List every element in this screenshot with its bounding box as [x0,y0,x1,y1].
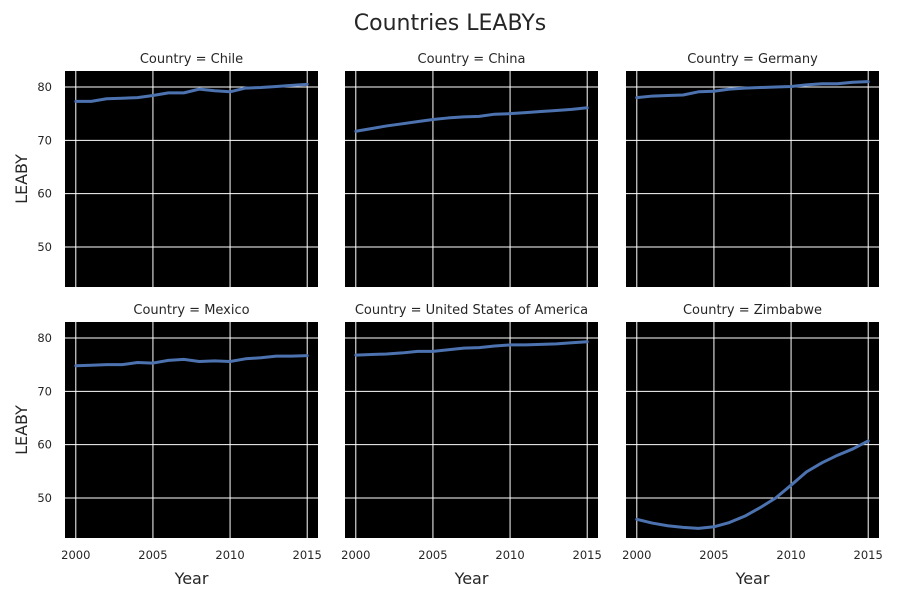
plot-area [345,322,598,538]
x-tick-label: 2005 [699,548,728,562]
panel-6: Country = Zimbabwe 2000 2005 2010 2015 Year [622,303,883,588]
y-tick-label: 80 [37,331,52,345]
panel-1: Country = Chile 50 60 70 80 LEABY [12,52,318,287]
y-tick-label: 60 [37,438,52,452]
series-line [74,354,309,368]
plot-area [65,71,318,287]
x-tick-label: 2005 [138,548,167,562]
x-tick-label: 2010 [776,548,805,562]
x-tick-label: 2000 [622,548,651,562]
y-tick-label: 70 [37,133,52,147]
x-axis-label: Year [735,569,770,588]
y-tick-label: 70 [37,384,52,398]
panel-title: Country = Germany [687,52,818,67]
x-tick-label: 2005 [418,548,447,562]
y-tick-label: 50 [37,491,52,505]
x-tick-label: 2015 [293,548,322,562]
plot-area [626,71,879,287]
series-line [354,340,589,357]
series-line [635,439,870,530]
y-tick-label: 80 [37,80,52,94]
panel-title: Country = United States of America [355,303,588,318]
plot-area [65,322,318,538]
x-tick-label: 2010 [215,548,244,562]
series-line [74,82,309,103]
plot-area [345,71,598,287]
x-tick-label: 2015 [573,548,602,562]
y-tick-label: 50 [37,240,52,254]
plot-area [626,322,879,538]
x-tick-label: 2000 [341,548,370,562]
y-axis-label: LEABY [12,154,31,204]
x-tick-label: 2010 [495,548,524,562]
x-axis-label: Year [174,569,209,588]
panel-5: Country = United States of America 2000 20… [341,303,602,588]
panel-title: Country = Mexico [133,303,249,318]
panel-3: Country = Germany [626,52,879,287]
panel-title: Country = China [418,52,526,67]
x-axis-label: Year [454,569,489,588]
series-line [635,80,870,100]
y-axis-label: LEABY [12,405,31,455]
x-tick-label: 2015 [854,548,883,562]
y-tick-label: 60 [37,187,52,201]
x-tick-label: 2000 [61,548,90,562]
panel-2: Country = China [345,52,598,287]
panel-title: Country = Chile [140,52,243,67]
series-line [354,106,589,133]
panel-4: Country = Mexico 50 60 70 80 LEABY 2000 2005 201… [12,303,322,588]
panel-title: Country = Zimbabwe [683,303,822,318]
chart-title: Countries LEABYs [354,11,546,36]
